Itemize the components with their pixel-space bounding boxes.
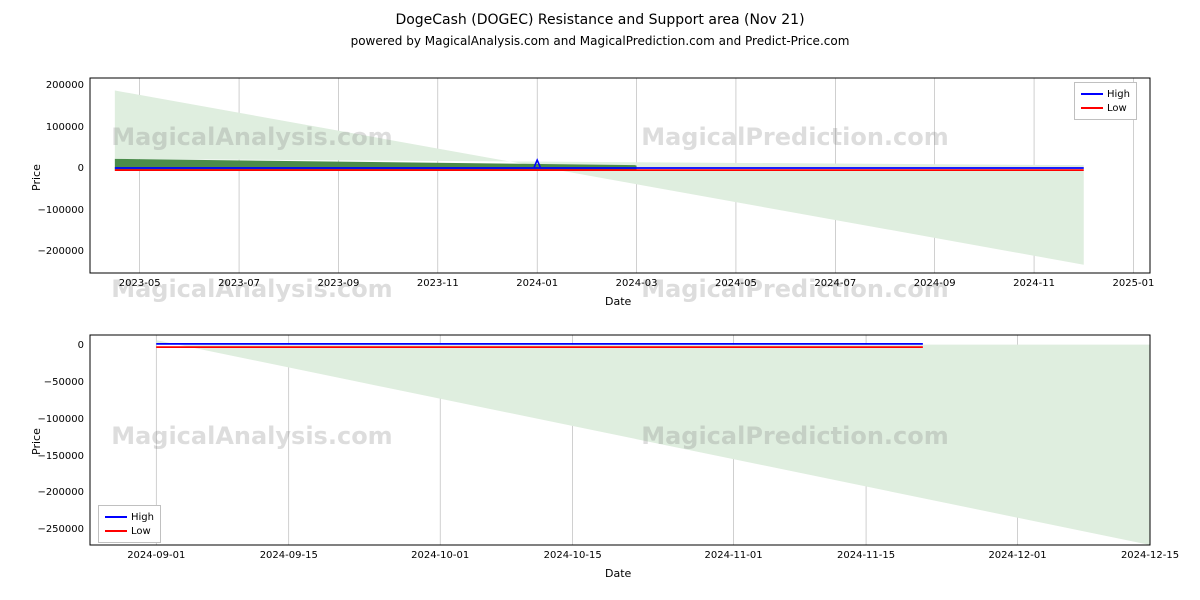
ytick-label: 200000 <box>46 80 84 91</box>
xtick-label: 2024-09 <box>905 278 965 289</box>
xtick-label: 2024-01 <box>507 278 567 289</box>
legend-label-low: Low <box>131 526 151 537</box>
ytick-label: −200000 <box>37 487 84 498</box>
xtick-label: 2023-11 <box>408 278 468 289</box>
legend-row-low: Low <box>1081 101 1130 115</box>
xtick-label: 2024-07 <box>805 278 865 289</box>
xtick-label: 2023-05 <box>110 278 170 289</box>
bottom-chart <box>89 334 1151 546</box>
xtick-label: 2023-09 <box>308 278 368 289</box>
bottom-xlabel: Date <box>605 567 631 580</box>
chart-subtitle: powered by MagicalAnalysis.com and Magic… <box>0 34 1200 48</box>
legend-row-low: Low <box>105 524 154 538</box>
xtick-label: 2024-10-01 <box>410 550 470 561</box>
xtick-label: 2024-11-15 <box>836 550 896 561</box>
legend-swatch-low <box>105 530 127 532</box>
ytick-label: −50000 <box>44 377 84 388</box>
ytick-label: 0 <box>78 163 84 174</box>
xtick-label: 2024-09-01 <box>126 550 186 561</box>
ytick-label: 100000 <box>46 122 84 133</box>
xtick-label: 2023-07 <box>209 278 269 289</box>
xtick-label: 2024-05 <box>706 278 766 289</box>
legend-label-high: High <box>131 512 154 523</box>
top-legend: High Low <box>1074 82 1137 120</box>
chart-wrapper: DogeCash (DOGEC) Resistance and Support … <box>0 0 1200 600</box>
top-xlabel: Date <box>605 295 631 308</box>
legend-label-low: Low <box>1107 103 1127 114</box>
xtick-label: 2024-10-15 <box>543 550 603 561</box>
xtick-label: 2024-11 <box>1004 278 1064 289</box>
legend-row-high: High <box>1081 87 1130 101</box>
ytick-label: −100000 <box>37 205 84 216</box>
ytick-label: −250000 <box>37 524 84 535</box>
ytick-label: −100000 <box>37 414 84 425</box>
ytick-label: −150000 <box>37 451 84 462</box>
xtick-label: 2025-01 <box>1103 278 1163 289</box>
bottom-legend: High Low <box>98 505 161 543</box>
chart-title: DogeCash (DOGEC) Resistance and Support … <box>0 12 1200 28</box>
xtick-label: 2024-03 <box>607 278 667 289</box>
ytick-label: 0 <box>78 340 84 351</box>
xtick-label: 2024-12-15 <box>1120 550 1180 561</box>
legend-swatch-high <box>1081 93 1103 95</box>
legend-row-high: High <box>105 510 154 524</box>
watermark-text: MagicalPrediction.com <box>641 275 949 303</box>
legend-swatch-high <box>105 516 127 518</box>
xtick-label: 2024-09-15 <box>259 550 319 561</box>
top-ylabel: Price <box>30 164 43 191</box>
top-chart <box>89 77 1151 274</box>
xtick-label: 2024-11-01 <box>704 550 764 561</box>
legend-swatch-low <box>1081 107 1103 109</box>
xtick-label: 2024-12-01 <box>988 550 1048 561</box>
legend-label-high: High <box>1107 89 1130 100</box>
ytick-label: −200000 <box>37 246 84 257</box>
